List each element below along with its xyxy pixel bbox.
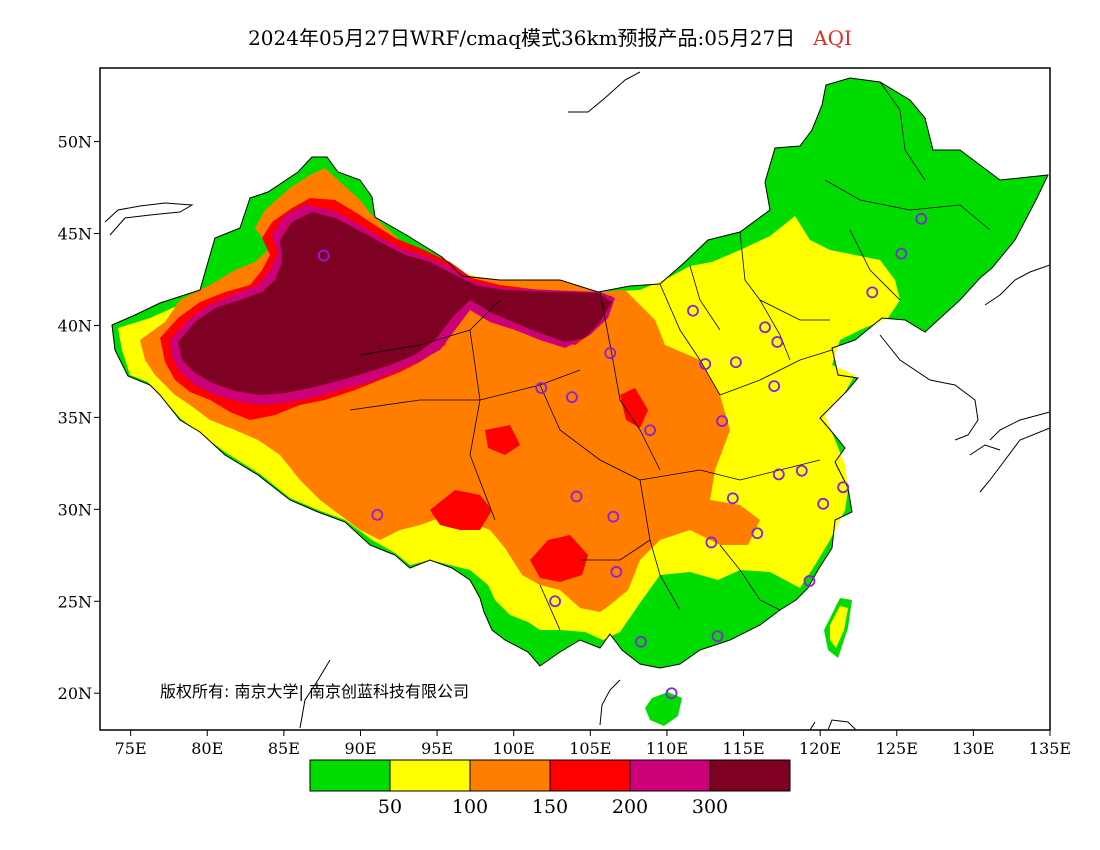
x-tick-label: 95E [421,739,453,758]
y-tick-label: 50N [58,133,92,152]
title-variable: AQI [813,26,852,50]
unhealthy-pocket-shaanxi [620,388,648,428]
station-marker [726,492,739,505]
colorbar-segment [709,759,791,792]
y-tick-label: 40N [58,316,92,335]
station-marker [866,286,879,299]
y-tick-label: 45N [58,225,92,244]
colorbar-label: 200 [612,796,648,818]
station-marker [772,468,785,481]
coastlines [104,71,1050,730]
title-text: 2024年05月27日WRF/cmaq模式36km预报产品:05月27日 [248,26,796,50]
station-marker [759,321,771,334]
station-marker [371,508,384,521]
unhealthy-pocket-sw [530,535,588,582]
x-tick-label: 80E [191,739,223,758]
province-borders [349,81,991,631]
colorbar-segment [389,759,471,792]
x-tick-label: 115E [722,739,764,758]
x-tick-label: 110E [646,739,688,758]
station-marker [837,481,850,494]
x-tick-label: 85E [268,739,300,758]
station-marker [699,358,712,370]
country-outline [111,77,1049,669]
hainan-island [645,692,682,726]
station-marker [607,510,620,523]
taiwan-moderate [830,606,848,648]
y-tick-label: 30N [58,500,92,519]
colorbar: 50 100 150 200 300 [309,759,791,818]
colorbar-segment [629,759,711,792]
x-tick-label: 105E [569,739,611,758]
x-tick-label: 90E [344,739,376,758]
station-marker [729,356,742,369]
map-plot-area [104,71,1050,730]
colorbar-label: 100 [452,796,488,818]
station-marker [751,527,764,540]
y-tick-label: 20N [58,684,92,703]
station-marker [795,464,808,477]
x-tick-label: 75E [115,739,147,758]
y-tick-label: 35N [58,408,92,427]
station-marker [665,687,678,700]
station-marker [716,415,728,427]
station-marker [610,565,623,578]
map-title: 2024年05月27日WRF/cmaq模式36km预报产品:05月27日 AQI [0,22,1100,51]
station-marker [317,249,330,262]
x-axis: 75E 80E 85E 90E 95E 100E 105E 110E 115E 120E 125E 1… [115,730,1071,758]
station-marker [644,424,656,437]
station-marker [895,247,908,260]
station-marker [604,347,617,359]
station-marker [687,304,699,317]
station-marker [771,336,784,348]
y-axis: 20N 25N 30N 35N 40N 45N 50N [58,133,100,703]
station-marker [915,212,928,225]
x-tick-label: 135E [1029,739,1071,758]
x-tick-label: 130E [952,739,994,758]
region-hazardous-aqi [178,212,612,395]
colorbar-label: 50 [378,796,402,818]
unhealthy-pocket-center [485,425,520,455]
station-marker [817,497,830,510]
station-marker [803,575,816,587]
map-frame [99,67,1051,731]
station-marker [705,536,718,549]
x-tick-label: 125E [876,739,918,758]
colorbar-label: 300 [692,796,728,818]
station-marker [634,635,647,648]
station-marker [768,380,781,393]
station-marker [570,490,583,503]
station-markers [317,212,928,700]
x-tick-label: 120E [799,739,841,758]
station-marker [549,595,561,608]
colorbar-segment [309,759,391,792]
colorbar-label: 150 [532,796,568,818]
copyright-text: 版权所有: 南京大学| 南京创蓝科技有限公司 [160,682,469,701]
station-marker [535,382,548,394]
y-tick-label: 25N [58,592,92,611]
station-marker [566,391,578,404]
unhealthy-pocket-west [430,490,492,530]
x-tick-label: 100E [493,739,535,758]
colorbar-segment [469,759,551,792]
station-marker [711,630,724,643]
colorbar-segment [549,759,631,792]
